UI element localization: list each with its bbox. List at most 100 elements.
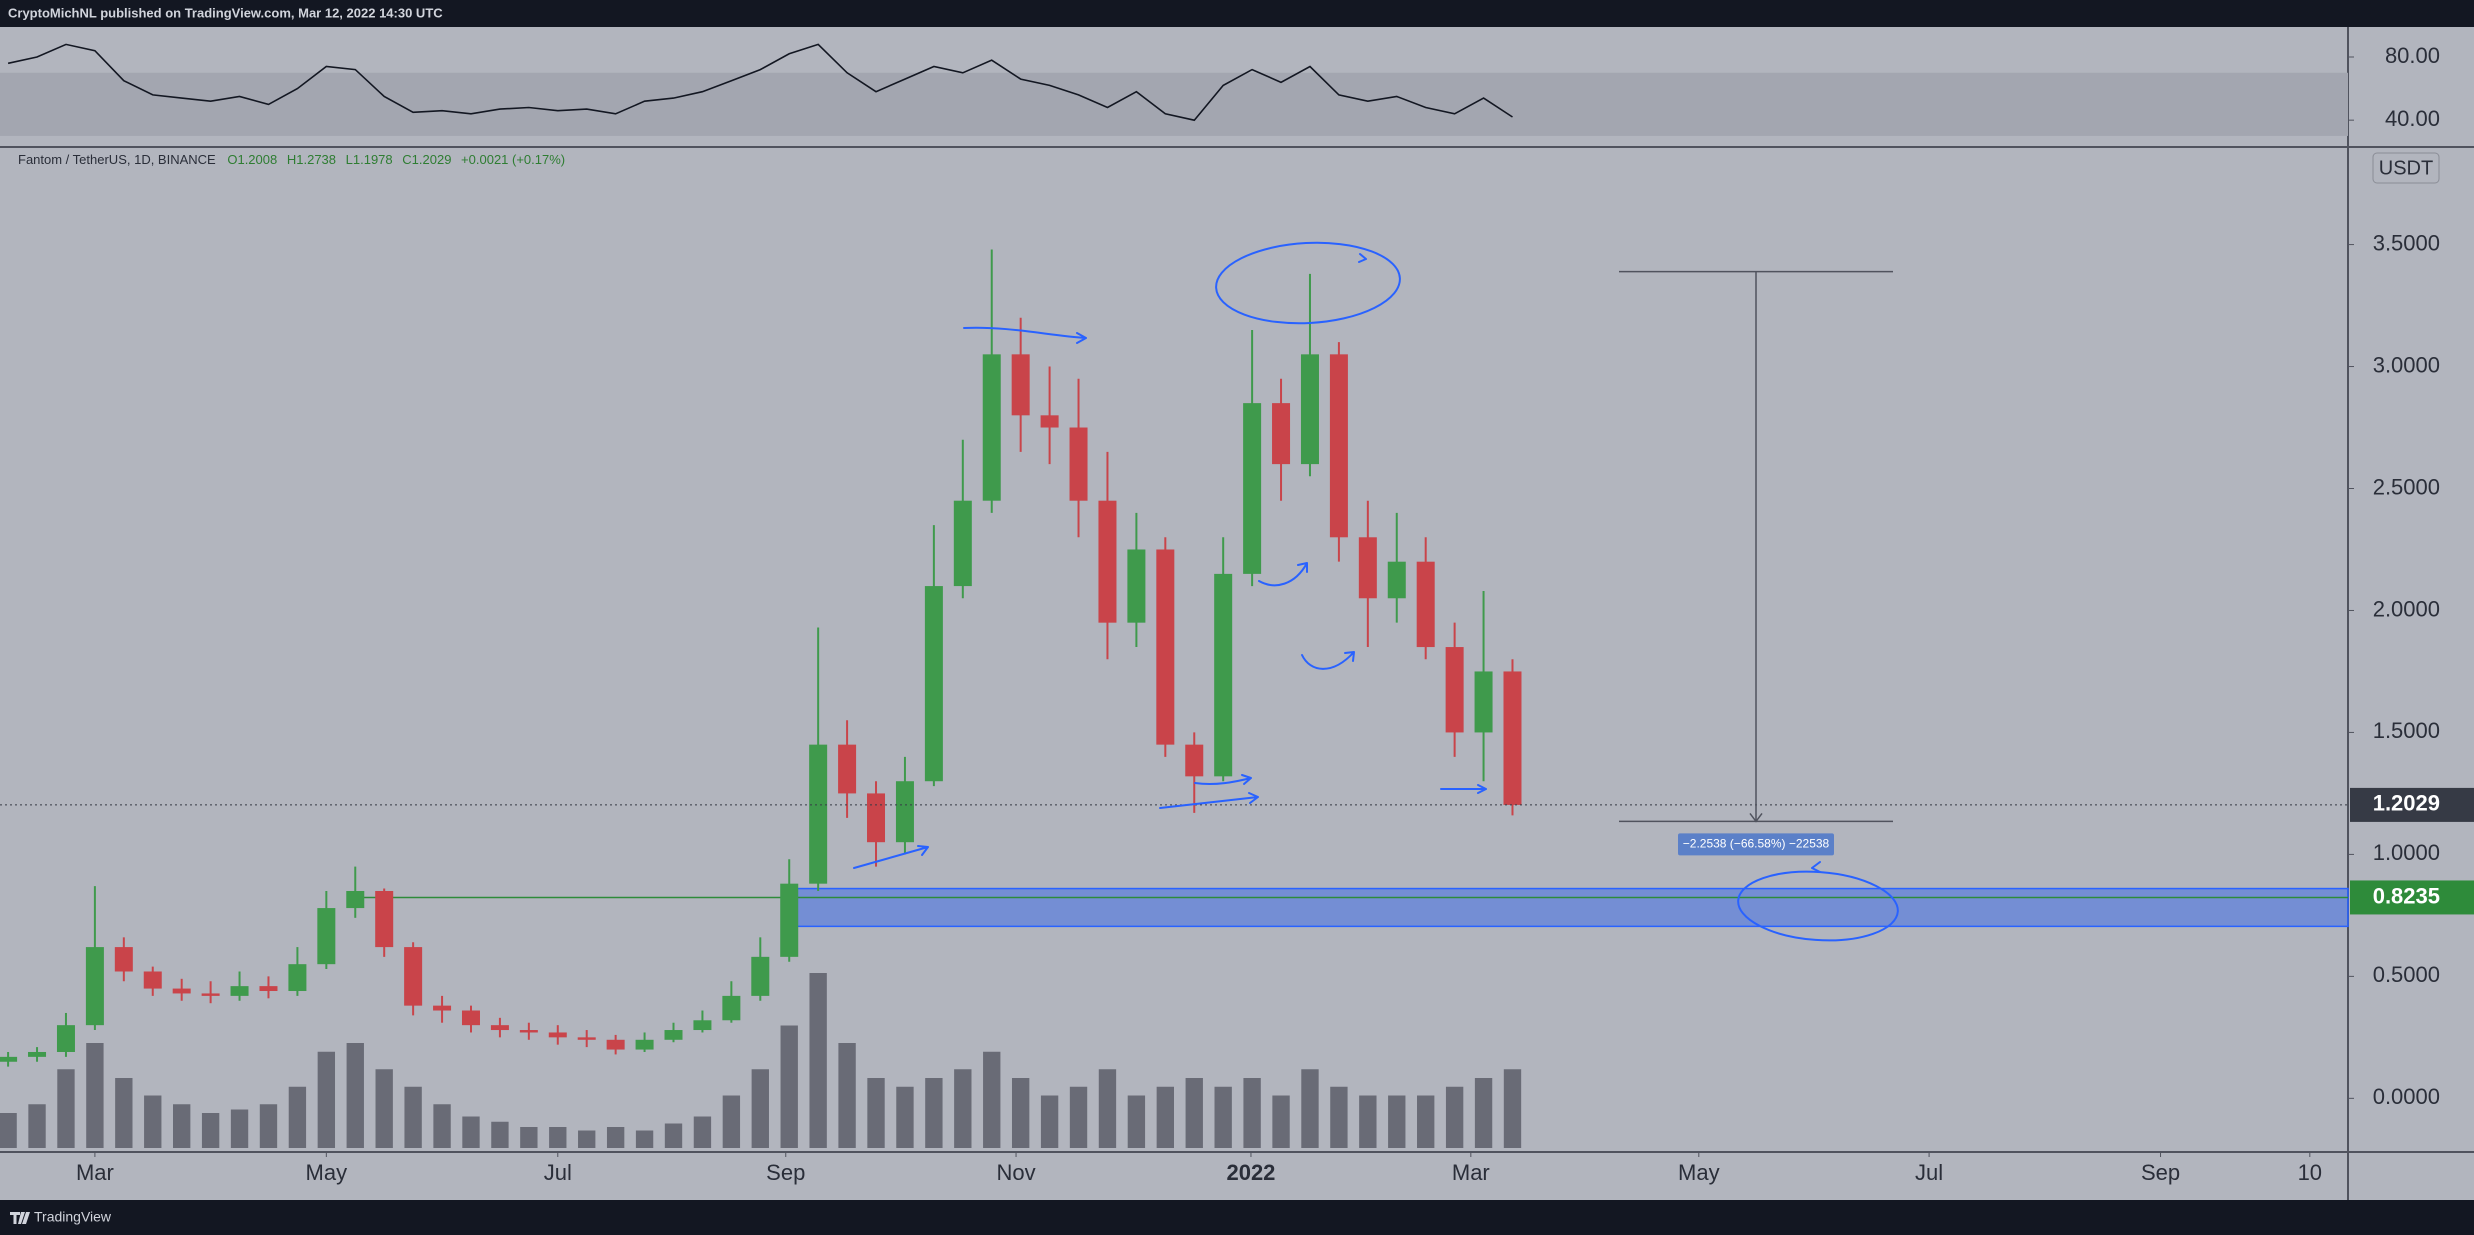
last-price-label: 1.2029: [2373, 791, 2440, 816]
y-tick-label: 40.00: [2385, 106, 2440, 131]
measure-label-box: [1678, 833, 1834, 856]
candle-body: [28, 1051, 47, 1057]
brand: TradingView: [34, 1209, 112, 1225]
volume-bar: [375, 1069, 393, 1148]
volume-bar: [751, 1069, 769, 1148]
volume-bar: [1243, 1078, 1261, 1148]
publisher: CryptoMichNL published on TradingView.co…: [8, 5, 443, 20]
x-tick-label: May: [306, 1160, 348, 1185]
candle-body: [606, 1039, 625, 1050]
level-box: [2350, 880, 2474, 915]
y-tick-label: 3.0000: [2373, 352, 2440, 377]
volume-bar: [867, 1078, 885, 1148]
x-tick-label: Sep: [766, 1160, 805, 1185]
volume-bar: [491, 1121, 509, 1148]
volume-bar: [925, 1078, 943, 1148]
candle-body: [1098, 500, 1117, 623]
volume-bar: [578, 1130, 596, 1148]
candle-body: [259, 986, 278, 992]
candle-body: [867, 793, 886, 843]
bottom-bar: [0, 1200, 2474, 1235]
volume-bar: [780, 1025, 798, 1148]
volume-bar: [173, 1104, 191, 1148]
volume-bar: [1185, 1078, 1203, 1148]
candle-body: [1272, 403, 1291, 465]
marks: 80.00 40.00 0.0000 0.5000 1.0000 1.5000 2.0000…: [0, 43, 2474, 1185]
candle-body: [288, 964, 307, 992]
candle-body: [548, 1032, 567, 1038]
volume-bar: [28, 1104, 46, 1148]
candle-body: [114, 947, 133, 972]
volume-bar: [954, 1069, 972, 1148]
volume-bar: [404, 1086, 422, 1148]
volume-bar: [520, 1127, 538, 1148]
volume-bar: [1040, 1095, 1059, 1148]
candle-body: [1329, 354, 1348, 538]
candle-body: [56, 1025, 75, 1052]
volume-bar: [1388, 1095, 1406, 1148]
y-tick-label: 0.5000: [2373, 962, 2440, 987]
volume-bar: [983, 1051, 1001, 1148]
candle-body: [635, 1039, 654, 1050]
hand-arrow: [853, 845, 929, 869]
y-tick-label: 1.5000: [2373, 718, 2440, 743]
x-tick-label: Sep: [2141, 1160, 2180, 1185]
candle-body: [0, 1056, 18, 1062]
volume-bar: [230, 1109, 249, 1148]
candle-body: [1300, 354, 1319, 465]
last-price-box: [2350, 787, 2474, 822]
ohlc-change: +0.0021 (+0.17%): [461, 152, 565, 167]
volume-bar: [635, 1130, 654, 1148]
candle-body: [1474, 671, 1493, 733]
candle-body: [780, 883, 799, 957]
candle-body: [1445, 647, 1464, 733]
hand-arrow: [1301, 651, 1355, 670]
volume-bar: [259, 1104, 278, 1148]
ohlc-key: O: [227, 152, 237, 167]
volume-bar: [86, 1043, 104, 1148]
volume-bar: [1214, 1086, 1232, 1148]
candle-body: [1503, 671, 1522, 805]
ohlc-value: 1.2029: [412, 152, 452, 167]
candle-body: [172, 988, 191, 994]
candle-body: [1040, 415, 1059, 428]
hand-ellipse: [1215, 241, 1401, 325]
candle-body: [490, 1025, 509, 1031]
candle-body: [375, 890, 394, 948]
volume-bar: [722, 1095, 741, 1148]
y-tick-label: 0.0000: [2373, 1084, 2440, 1109]
rsi-band: [0, 72, 2348, 136]
candle-body: [664, 1030, 683, 1040]
candle-body: [722, 995, 741, 1021]
candle-body: [519, 1030, 538, 1033]
volume-bar: [1069, 1086, 1088, 1148]
ohlc-key: C: [402, 152, 411, 167]
candle-body: [982, 354, 1001, 501]
ohlc-value: 1.2008: [237, 152, 277, 167]
support-zone: [788, 887, 2349, 928]
volume-bar: [288, 1086, 307, 1148]
volume-bar: [1359, 1095, 1377, 1148]
candle-body: [1416, 561, 1435, 648]
y-tick-label: 1.0000: [2373, 840, 2440, 865]
ohlc-key: L: [346, 152, 353, 167]
volume-bar: [896, 1086, 914, 1148]
volume-bar: [1098, 1069, 1117, 1148]
volume-bar: [693, 1116, 712, 1148]
candle-body: [1069, 427, 1088, 501]
volume-bar: [346, 1043, 364, 1148]
ohlc-key: H: [287, 152, 296, 167]
y-tick-label: 3.5000: [2373, 230, 2440, 255]
candle-body: [577, 1037, 596, 1040]
hand-arrow: [1159, 792, 1259, 809]
volume-bar: [433, 1104, 451, 1148]
candle-body: [751, 956, 770, 996]
candle-body: [838, 744, 857, 794]
measure-label: −2.2538 (−66.58%) −22538: [1683, 837, 1830, 851]
x-tick-label: Mar: [76, 1160, 114, 1185]
level-label: 0.8235: [2373, 883, 2440, 908]
y-tick-label: 80.00: [2385, 43, 2440, 68]
candle-body: [230, 986, 249, 996]
candle-body: [924, 586, 943, 782]
volume-bar: [0, 1113, 17, 1148]
